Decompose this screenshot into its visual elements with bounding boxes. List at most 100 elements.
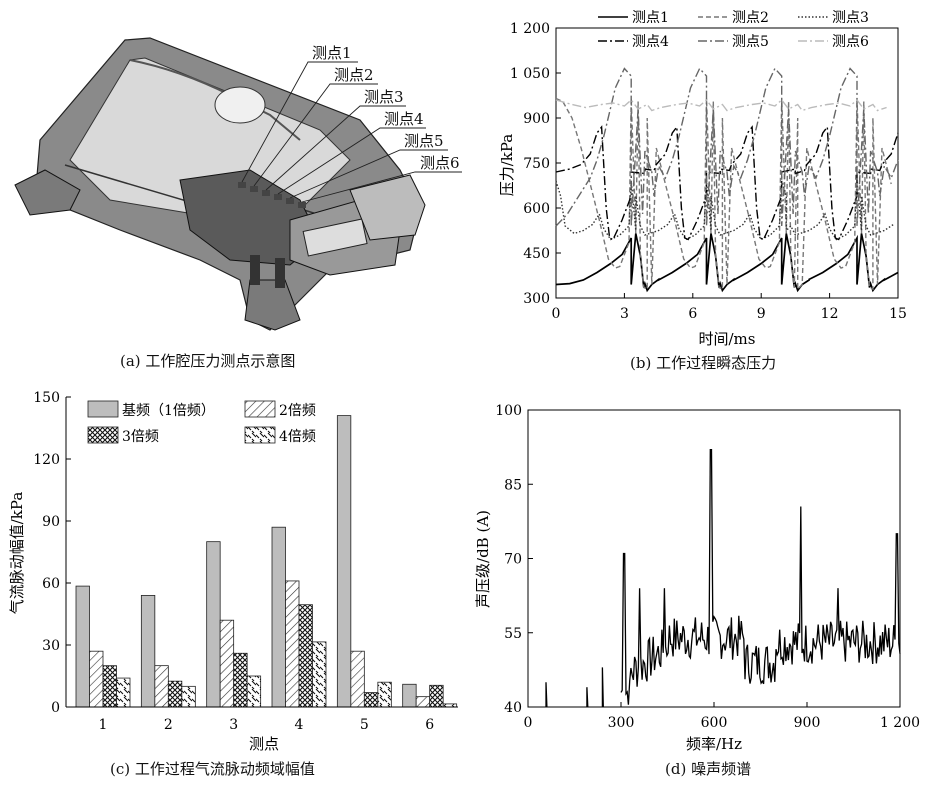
y-tick-label: 0 (51, 700, 60, 716)
chart-d: 0 300 600 900 1 200 40 55 70 85 100 频率/Hz 声压级/dB … (474, 403, 920, 753)
series-line-5 (555, 67, 899, 227)
bar-point3-series3 (233, 652, 248, 708)
x-tick-label: 6 (425, 717, 434, 733)
c-ylabel: 气流脉动幅值/kPa (8, 492, 26, 615)
legend-swatch-1 (87, 400, 119, 418)
bar-point6-series2 (415, 696, 431, 708)
series-line-3 (555, 180, 894, 241)
x-tick-label: 4 (295, 717, 304, 733)
y-tick-label: 1 050 (510, 66, 550, 82)
bar-point1-series4 (116, 677, 131, 708)
x-tick-label: 0 (552, 306, 561, 322)
point-label-4: 测点4 (384, 110, 424, 128)
x-tick-label: 9 (757, 306, 766, 322)
y-tick-label: 60 (42, 576, 60, 592)
y-tick-label: 1 200 (510, 21, 550, 37)
x-tick-label: 3 (229, 717, 238, 733)
y-tick-label: 55 (504, 626, 522, 642)
legend-label-4: 4倍频 (279, 429, 316, 445)
y-tick-label: 900 (523, 111, 550, 127)
y-tick-label: 30 (42, 638, 60, 654)
panel-c: 0 30 60 90 120 150 1 2 3 4 5 6 基频（1倍频） 2倍频 3倍频 4倍频 测点 … (0, 385, 470, 788)
c-xlabel: 测点 (249, 735, 279, 753)
cavity-schematic: 测点1 测点2 测点3 测点4 测点5 测点6 (14, 37, 462, 331)
y-tick-label: 40 (504, 700, 522, 716)
legend-label-1: 测点1 (632, 10, 669, 26)
x-tick-label: 0 (524, 715, 533, 731)
bar-point1-series2 (89, 650, 104, 708)
legend-swatch-4 (244, 426, 276, 444)
legend-label-3: 3倍频 (122, 429, 159, 445)
bar-point6-series3 (429, 684, 444, 708)
y-tick-label: 90 (42, 514, 60, 530)
point-label-6: 测点6 (420, 154, 460, 172)
y-tick-label: 750 (523, 156, 550, 172)
b-ylabel: 压力/kPa (498, 134, 516, 197)
legend-label-1: 基频（1倍频） (122, 402, 215, 419)
point-label-3: 测点3 (364, 88, 404, 106)
bar-point4-series4 (312, 641, 327, 708)
d-ylabel: 声压级/dB (A) (474, 510, 492, 608)
bar-point3-series1 (206, 541, 221, 708)
y-tick-label: 300 (523, 291, 550, 307)
y-tick-label: 70 (504, 552, 522, 568)
caption-d: (d) 噪声频谱 (665, 760, 752, 778)
bar-point5-series2 (350, 650, 365, 708)
point-label-2: 测点2 (334, 66, 374, 84)
x-tick-label: 12 (821, 306, 839, 322)
caption-c: (c) 工作过程气流脉动频域幅值 (110, 760, 315, 778)
bar-point2-series2 (154, 665, 169, 708)
bar-point6-series1 (402, 683, 417, 708)
legend-label-6: 测点6 (832, 34, 869, 50)
legend-swatch-3 (87, 426, 119, 444)
legend-label-3: 测点3 (832, 10, 869, 26)
x-tick-label: 3 (620, 306, 629, 322)
x-tick-label: 2 (164, 717, 173, 733)
series-line-2 (555, 97, 892, 291)
legend-label-4: 测点4 (632, 34, 669, 50)
point-label-1: 测点1 (312, 44, 352, 62)
bar-point5-series1 (336, 415, 352, 708)
bar-point1-series1 (75, 585, 90, 708)
y-tick-label: 120 (33, 452, 60, 468)
point-label-5: 测点5 (404, 132, 444, 150)
bar-point1-series3 (102, 665, 117, 708)
d-xlabel: 频率/Hz (686, 735, 742, 753)
bar-point5-series4 (377, 681, 392, 708)
bar-point2-series1 (140, 594, 156, 708)
x-tick-label: 300 (608, 715, 635, 731)
panel-d: 0 300 600 900 1 200 40 55 70 85 100 频率/Hz 声压级/dB … (470, 385, 926, 788)
x-tick-label: 5 (360, 717, 369, 733)
bar-point3-series4 (246, 675, 262, 708)
y-tick-label: 85 (504, 477, 522, 493)
panel-a: 测点1 测点2 测点3 测点4 测点5 测点6 (a) 工作腔压力测点示意图 (0, 0, 470, 370)
y-tick-label: 450 (523, 246, 550, 262)
x-tick-label: 1 (99, 717, 108, 733)
x-tick-label: 600 (701, 715, 728, 731)
x-tick-label: 15 (889, 306, 907, 322)
bar-point4-series1 (271, 526, 286, 708)
bar-point2-series4 (181, 685, 196, 708)
y-tick-label: 100 (495, 403, 522, 419)
panel-b: 0 3 6 9 12 15 300 450 600 750 900 1 050 1 200 时间/ms … (470, 0, 926, 390)
legend-label-5: 测点5 (732, 34, 769, 50)
legend-label-2: 测点2 (732, 10, 769, 26)
x-tick-label: 900 (794, 715, 821, 731)
legend-swatch-2 (244, 400, 276, 418)
housing-body (14, 37, 426, 331)
bar-point4-series2 (285, 580, 300, 708)
x-tick-label: 1 200 (880, 715, 920, 731)
caption-b: (b) 工作过程瞬态压力 (630, 354, 777, 372)
caption-a: (a) 工作腔压力测点示意图 (120, 352, 296, 370)
spectrum-line (545, 448, 901, 708)
y-tick-label: 150 (33, 390, 60, 406)
series-line-6 (555, 98, 887, 112)
y-tick-label: 600 (523, 201, 550, 217)
x-tick-label: 6 (688, 306, 697, 322)
bar-point4-series3 (298, 604, 313, 708)
bar-point5-series3 (363, 692, 379, 708)
leader-lines (241, 61, 462, 203)
legend-label-2: 2倍频 (279, 403, 316, 419)
